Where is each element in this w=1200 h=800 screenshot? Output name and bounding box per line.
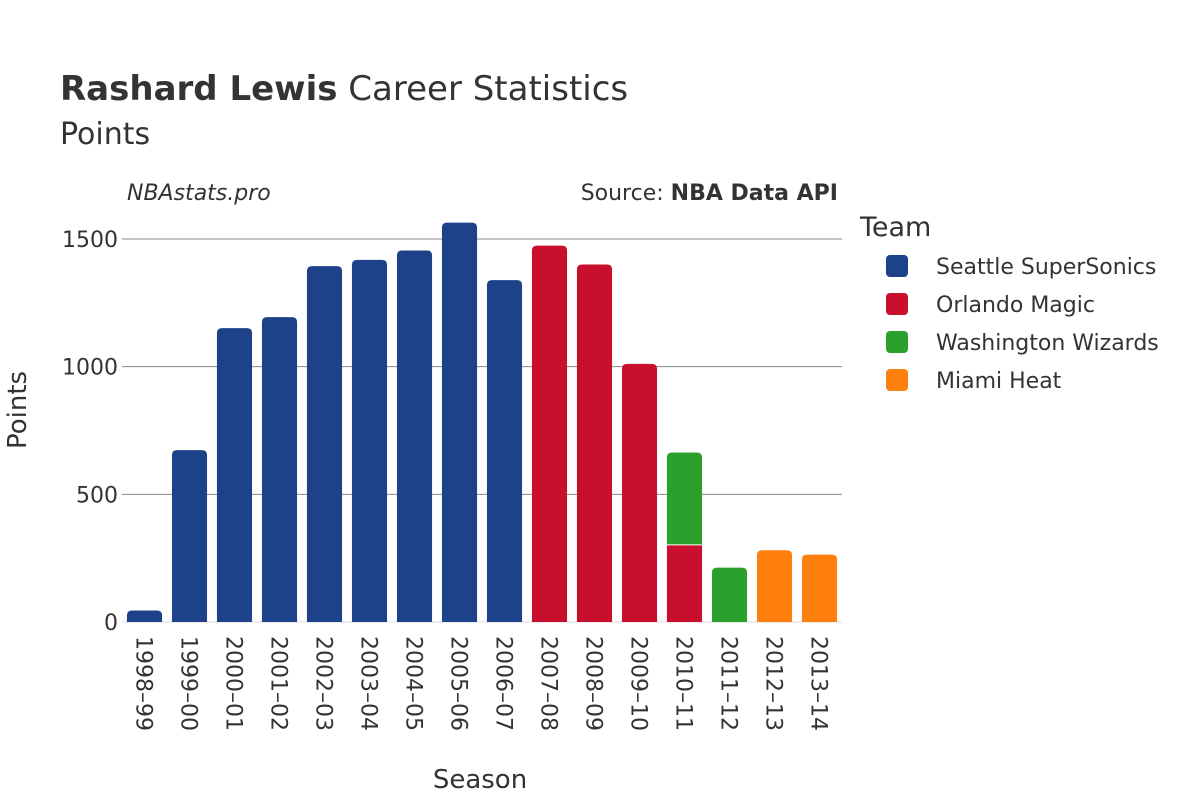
y-tick-label: 0	[104, 611, 118, 636]
x-tick-label: 2013–14	[806, 636, 831, 731]
bar-2005–06-seattle-supersonics	[441, 222, 478, 622]
title-rest: Career Statistics	[348, 69, 628, 109]
source-prefix: Source:	[581, 181, 671, 206]
y-tick-label: 500	[76, 483, 118, 508]
x-tick-label: 2009–10	[626, 636, 651, 731]
source-name: NBA Data API	[671, 181, 838, 206]
legend: Seattle SuperSonics Orlando Magic Washingt…	[886, 255, 1159, 394]
x-tick-label: 2010–11	[671, 636, 696, 731]
y-tick-label: 1000	[62, 356, 118, 381]
x-axis-label: Season	[433, 765, 527, 795]
bar-2006–07-seattle-supersonics	[486, 280, 523, 622]
bar-2012–13-miami-heat	[756, 550, 793, 622]
x-tick-label: 2012–13	[761, 636, 786, 731]
x-tick-label: 2001–02	[266, 636, 291, 731]
legend-label-washington-wizards: Washington Wizards	[936, 331, 1159, 356]
bar-2004–05-seattle-supersonics	[396, 250, 433, 623]
legend-swatch-miami-heat	[886, 369, 908, 391]
bar-2009–10-orlando-magic	[621, 363, 658, 622]
x-tick-label: 2011–12	[716, 636, 741, 731]
x-tick-label: 1998–99	[131, 636, 156, 731]
bar-2013–14-miami-heat	[801, 554, 838, 622]
bar-2002–03-seattle-supersonics	[306, 266, 343, 622]
bar-2000–01-seattle-supersonics	[216, 328, 253, 622]
legend-swatch-washington-wizards	[886, 331, 908, 353]
x-tick-label: 2006–07	[491, 636, 516, 731]
bar-1999–00-seattle-supersonics	[171, 450, 208, 622]
x-tick-label: 2002–03	[311, 636, 336, 731]
legend-title: Team	[859, 212, 931, 243]
legend-swatch-orlando-magic	[886, 293, 908, 315]
legend-label-seattle-supersonics: Seattle SuperSonics	[936, 255, 1156, 280]
chart-subtitle: Points	[60, 117, 150, 152]
x-tick-label: 1999–00	[176, 636, 201, 731]
x-tick-label: 2004–05	[401, 636, 426, 731]
bar-2011–12-washington-wizards	[711, 567, 748, 622]
y-tick-label: 1500	[62, 228, 118, 253]
legend-label-miami-heat: Miami Heat	[936, 369, 1062, 394]
legend-label-orlando-magic: Orlando Magic	[936, 293, 1095, 318]
player-name: Rashard Lewis	[60, 69, 337, 109]
bar-2003–04-seattle-supersonics	[351, 259, 388, 622]
y-axis-label: Points	[3, 371, 33, 449]
x-tick-label: 2007–08	[536, 636, 561, 731]
bars	[126, 222, 838, 623]
legend-swatch-seattle-supersonics	[886, 255, 908, 277]
bar-2007–08-orlando-magic	[531, 245, 568, 622]
title-spacer	[337, 69, 348, 109]
bar-2008–09-orlando-magic	[576, 264, 613, 622]
x-axis-ticks: 1998–99 1999–00 2000–01 2001–02 2002–03 2003–…	[131, 636, 831, 731]
x-tick-label: 2005–06	[446, 636, 471, 731]
bar-2010–11-washington-wizards	[666, 452, 703, 545]
x-tick-label: 2003–04	[356, 636, 381, 731]
bar-1998–99-seattle-supersonics	[126, 610, 163, 622]
x-tick-label: 2008–09	[581, 636, 606, 731]
y-axis-ticks: 0 500 1000 1500	[62, 228, 118, 636]
watermark: NBAstats.pro	[127, 181, 271, 206]
source-credit: Source: NBA Data API	[581, 181, 838, 206]
bar-2010–11-orlando-magic	[666, 544, 703, 622]
bar-2001–02-seattle-supersonics	[261, 317, 298, 622]
x-tick-label: 2000–01	[221, 636, 246, 731]
chart-title: Rashard Lewis Career Statistics	[60, 69, 628, 109]
